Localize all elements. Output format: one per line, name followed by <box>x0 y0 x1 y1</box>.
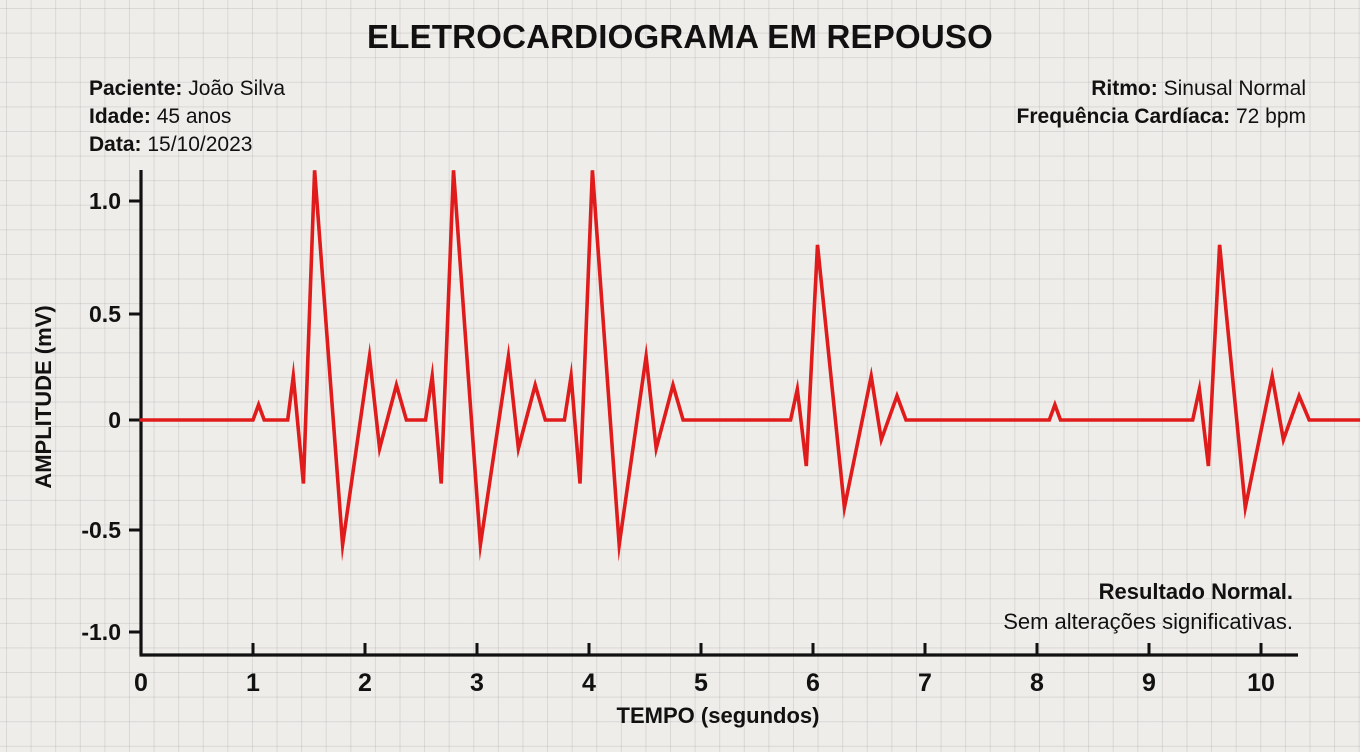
result-summary: Resultado Normal. Sem alterações signifi… <box>1003 577 1293 637</box>
patient-name-label: Paciente: <box>89 77 183 100</box>
heart-rate-row: Frequência Cardíaca: 72 bpm <box>1017 103 1306 131</box>
result-title: Resultado Normal. <box>1098 579 1293 604</box>
x-tick-label: 7 <box>918 669 932 697</box>
patient-name-value: João Silva <box>188 77 286 100</box>
patient-age-label: Idade: <box>89 105 151 128</box>
x-tick-label: 3 <box>470 669 484 697</box>
y-tick-label: 0.5 <box>89 301 121 327</box>
chart-axes <box>129 170 1298 657</box>
exam-date-value: 15/10/2023 <box>147 133 253 156</box>
y-axis-label: AMPLITUDE (mV) <box>31 305 56 489</box>
x-axis-label: TEMPO (segundos) <box>616 703 820 728</box>
x-tick-label: 8 <box>1030 669 1044 697</box>
patient-info: Paciente: João Silva Idade: 45 anos Data… <box>89 75 285 159</box>
heart-rate-value: 72 bpm <box>1235 105 1306 128</box>
exam-date-label: Data: <box>89 133 142 156</box>
patient-age-row: Idade: 45 anos <box>89 103 285 131</box>
rhythm-label: Ritmo: <box>1091 77 1158 100</box>
x-tick-label: 4 <box>582 669 596 697</box>
x-tick-label: 2 <box>358 669 372 697</box>
patient-age-value: 45 anos <box>156 105 232 128</box>
ecg-trace <box>139 170 1360 562</box>
patient-name-row: Paciente: João Silva <box>89 75 285 103</box>
result-detail: Sem alterações significativas. <box>1003 609 1293 634</box>
x-tick-label: 5 <box>694 669 708 697</box>
rhythm-value: Sinusal Normal <box>1163 77 1306 100</box>
y-tick-label: -0.5 <box>81 517 121 543</box>
x-tick-label: 6 <box>806 669 820 697</box>
rhythm-info: Ritmo: Sinusal Normal Frequência Cardíac… <box>1017 75 1306 131</box>
x-tick-label: 9 <box>1142 669 1156 697</box>
y-tick-label: 0 <box>108 407 121 433</box>
y-tick-label: 1.0 <box>89 188 121 214</box>
x-tick-label: 1 <box>246 669 260 697</box>
tick-labels: 1.0 0.5 0 -0.5 -1.0 0 1 2 3 4 5 6 7 8 9 10 <box>81 188 1275 697</box>
exam-date-row: Data: 15/10/2023 <box>89 131 285 159</box>
x-tick-label: 10 <box>1247 669 1275 697</box>
page-title: ELETROCARDIOGRAMA EM REPOUSO <box>367 18 993 55</box>
y-tick-label: -1.0 <box>81 619 121 645</box>
rhythm-row: Ritmo: Sinusal Normal <box>1017 75 1306 103</box>
heart-rate-label: Frequência Cardíaca: <box>1016 105 1231 128</box>
x-tick-label: 0 <box>134 669 148 697</box>
